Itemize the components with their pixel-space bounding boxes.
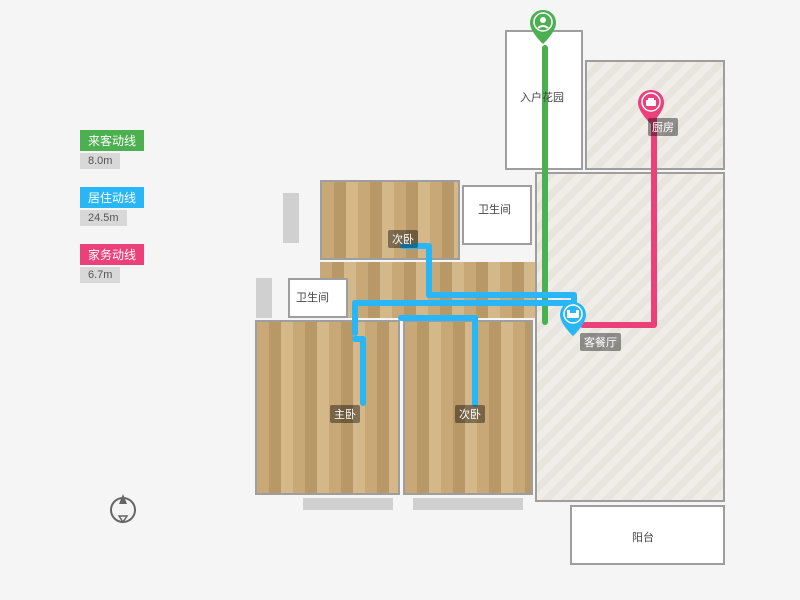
path-housework — [651, 112, 657, 327]
window — [303, 498, 393, 510]
floorplan-canvas: 来客动线 8.0m 居住动线 24.5m 家务动线 6.7m 入户花园厨房卫生间… — [0, 0, 800, 600]
path-living — [472, 315, 478, 407]
path-housework — [580, 322, 657, 328]
path-living — [352, 300, 358, 336]
path-living — [352, 300, 577, 306]
legend: 来客动线 8.0m 居住动线 24.5m 家务动线 6.7m — [80, 130, 144, 301]
legend-value: 6.7m — [80, 267, 120, 283]
legend-item-housework: 家务动线 6.7m — [80, 244, 144, 283]
path-living — [398, 315, 478, 321]
marker-entry — [530, 10, 556, 44]
room-label-entry_garden: 入户花园 — [516, 88, 568, 106]
path-visitor — [542, 45, 548, 325]
path-living — [360, 336, 366, 406]
compass-icon — [105, 490, 141, 526]
window — [283, 193, 299, 243]
room-label-bath2: 卫生间 — [292, 288, 333, 306]
room-label-bedroom2a: 次卧 — [388, 230, 418, 248]
legend-item-visitor: 来客动线 8.0m — [80, 130, 144, 169]
marker-living — [560, 302, 586, 336]
path-living — [426, 243, 432, 298]
room-label-kitchen: 厨房 — [648, 118, 678, 136]
legend-value: 24.5m — [80, 210, 127, 226]
room-label-bath1: 卫生间 — [474, 200, 515, 218]
legend-label: 家务动线 — [80, 244, 144, 265]
room-label-bedroom2b: 次卧 — [455, 405, 485, 423]
window — [256, 278, 272, 318]
legend-item-living: 居住动线 24.5m — [80, 187, 144, 226]
path-living — [426, 292, 576, 298]
room-bedroom2a — [320, 180, 460, 260]
room-label-living: 客餐厅 — [580, 333, 621, 351]
legend-value: 8.0m — [80, 153, 120, 169]
window — [413, 498, 523, 510]
room-label-master: 主卧 — [330, 405, 360, 423]
room-label-balcony: 阳台 — [628, 528, 658, 546]
legend-label: 居住动线 — [80, 187, 144, 208]
legend-label: 来客动线 — [80, 130, 144, 151]
room-living — [535, 172, 725, 502]
room-master — [255, 320, 400, 495]
